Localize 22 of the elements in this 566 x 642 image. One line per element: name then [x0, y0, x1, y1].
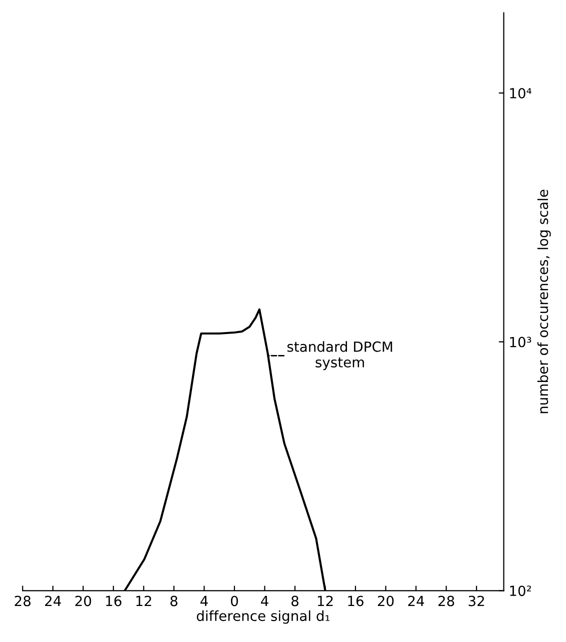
x-tick-label: 4	[260, 596, 268, 606]
x-axis-title: difference signal d₁	[196, 610, 330, 624]
y-tick-label: 10²	[510, 586, 531, 596]
x-tick-label: 32	[468, 596, 484, 606]
x-tick-label: 24	[408, 596, 424, 606]
x-tick-label: 20	[378, 596, 394, 606]
x-tick-label: 12	[318, 596, 333, 606]
x-tick-label: 8	[170, 596, 178, 606]
x-tick-label: 28	[14, 596, 31, 606]
y-tick-label: 10⁴	[510, 88, 532, 98]
x-tick-label: 4	[200, 596, 208, 606]
x-tick-label: 28	[438, 596, 454, 606]
x-tick-label: 24	[45, 596, 61, 606]
x-tick-label: 8	[291, 596, 298, 606]
x-tick-label: 16	[348, 596, 364, 606]
y-tick-label: 10³	[510, 336, 532, 348]
y-axis-title: number of occurences, log scale	[537, 190, 551, 414]
annotation: standard DPCM system	[287, 341, 392, 370]
x-tick-label: 20	[75, 596, 92, 606]
x-tick-label: 16	[106, 596, 122, 606]
x-tick-label: 0	[230, 596, 238, 606]
x-tick-label: 12	[136, 596, 152, 606]
